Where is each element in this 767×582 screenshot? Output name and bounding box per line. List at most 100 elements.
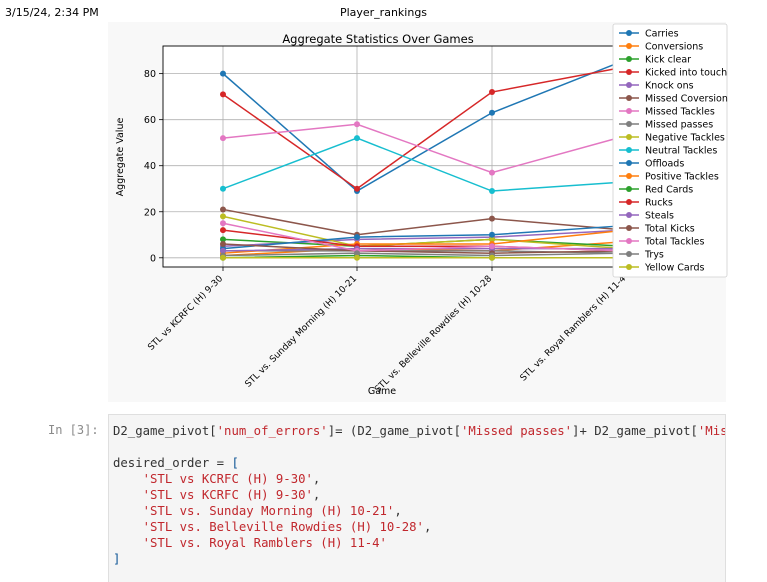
- legend-label: Total Tackles: [644, 237, 704, 248]
- data-point: [489, 254, 495, 261]
- data-point: [220, 227, 226, 234]
- legend-swatch-marker: [626, 121, 632, 127]
- legend: Carries Conversions Kick clear Kicked into …: [612, 23, 728, 278]
- series-line: [222, 65, 627, 190]
- code-string: 'STL vs. Sunday Morning (H) 10-21': [142, 504, 395, 518]
- legend-swatch-marker: [626, 212, 632, 218]
- y-tick-label: 40: [144, 161, 156, 172]
- legend-label: Trys: [644, 250, 664, 261]
- code-cell[interactable]: D2_game_pivot [ 'num_of_errors']= (D2_game…: [108, 414, 726, 582]
- data-point: [489, 89, 495, 96]
- data-point: [220, 213, 226, 220]
- legend-label: Kicked into touch: [645, 68, 727, 79]
- legend-swatch-marker: [626, 134, 632, 140]
- series-line: [222, 224, 627, 250]
- code-token: desired_order =: [113, 456, 232, 470]
- legend-swatch-marker: [626, 147, 632, 153]
- code-editor[interactable]: D2_game_pivot [ 'num_of_errors']= (D2_game…: [109, 415, 725, 567]
- series-line: [222, 59, 627, 192]
- code-string: 'STL vs KCRFC (H) 9-30': [142, 472, 313, 486]
- legend-label: Conversions: [645, 42, 703, 53]
- code-token: ]= (D2_game_pivot[: [327, 424, 461, 438]
- legend-swatch-marker: [626, 173, 632, 179]
- data-point: [489, 243, 495, 250]
- legend-swatch-marker: [626, 82, 632, 88]
- print-page-title: Player_rankings: [339, 6, 428, 19]
- code-string: 'STL vs. Belleville Rowdies (H) 10-28': [142, 520, 424, 534]
- data-point: [220, 135, 226, 142]
- series-line: [222, 208, 627, 236]
- data-point: [354, 250, 360, 257]
- y-axis-label: Aggregate Value: [115, 118, 126, 197]
- legend-label: Positive Tackles: [645, 172, 719, 183]
- data-point: [489, 109, 495, 116]
- data-point: [354, 121, 360, 128]
- y-tick-label: 60: [144, 115, 156, 126]
- legend-swatch-marker: [626, 199, 632, 205]
- series-line: [222, 229, 627, 254]
- legend-label: Yellow Cards: [644, 263, 704, 274]
- legend-swatch-marker: [626, 238, 632, 244]
- data-point: [220, 236, 226, 243]
- legend-label: Missed Tackles: [645, 107, 715, 118]
- code-string: 'STL vs KCRFC (H) 9-30': [142, 488, 313, 502]
- code-bracket: [: [231, 456, 239, 470]
- code-string: 'Missed passes': [460, 424, 573, 438]
- code-token: D2_game_pivot: [113, 424, 210, 438]
- y-tick-label: 80: [144, 69, 156, 80]
- series-line: [222, 243, 627, 254]
- series-line: [222, 123, 627, 174]
- plot-background: [163, 46, 661, 267]
- legend-swatch-marker: [626, 95, 632, 101]
- legend-label: Missed Coversion: [645, 94, 728, 105]
- legend-swatch-marker: [626, 160, 632, 166]
- line-chart: 0 20 40 60 80 STL vs KCRFC (H) 9-30 STL vs. Su…: [115, 23, 728, 397]
- legend-swatch-marker: [626, 108, 632, 114]
- legend-label: Offloads: [645, 159, 684, 170]
- x-tick-label: STL vs. Belleville Rowdies (H) 10-28: [373, 274, 494, 395]
- series-line: [222, 215, 627, 250]
- legend-label: Missed passes: [645, 120, 713, 131]
- x-tick-label: STL vs KCRFC (H) 9-30: [146, 274, 225, 353]
- legend-box: [612, 23, 728, 278]
- data-point: [354, 185, 360, 192]
- y-tick-label: 0: [150, 253, 156, 264]
- data-point: [220, 240, 226, 247]
- code-bracket: ]: [113, 552, 121, 566]
- legend-swatch-marker: [626, 30, 632, 36]
- legend-swatch-marker: [626, 251, 632, 257]
- data-point: [489, 215, 495, 222]
- x-tick-label: STL vs. Sunday Morning (H) 10-21: [244, 274, 360, 390]
- legend-label: Total Kicks: [644, 224, 695, 235]
- legend-swatch-marker: [626, 56, 632, 62]
- series-line: [222, 240, 627, 257]
- data-point: [354, 135, 360, 142]
- x-axis-label: Game: [368, 386, 396, 397]
- legend-label: Carries: [645, 29, 679, 40]
- data-point: [220, 254, 226, 261]
- legend-label: Rucks: [645, 198, 673, 209]
- legend-label: Negative Tackles: [645, 133, 725, 144]
- data-point: [489, 188, 495, 195]
- series-line: [222, 252, 627, 257]
- legend-swatch-marker: [626, 264, 632, 270]
- data-point: [220, 220, 226, 227]
- data-point: [220, 185, 226, 192]
- data-point: [489, 231, 495, 238]
- data-point: [354, 234, 360, 241]
- data-point: [220, 247, 226, 254]
- data-point: [489, 236, 495, 243]
- code-string: 'num_of_errors': [216, 424, 328, 438]
- print-datetime: 3/15/24, 2:34 PM: [5, 6, 99, 19]
- data-point: [489, 169, 495, 176]
- code-string: 'STL vs. Royal Ramblers (H) 11-4': [142, 536, 387, 550]
- legend-swatch-marker: [626, 43, 632, 49]
- code-string: 'Missed: [697, 424, 725, 438]
- legend-swatch-marker: [626, 186, 632, 192]
- x-tick-label: STL vs. Royal Ramblers (H) 11-4: [519, 274, 629, 384]
- legend-label: Kick clear: [645, 55, 691, 66]
- data-point: [220, 70, 226, 77]
- legend-swatch-marker: [626, 225, 632, 231]
- cell-prompt: In [3]:: [48, 423, 99, 437]
- data-point: [220, 206, 226, 213]
